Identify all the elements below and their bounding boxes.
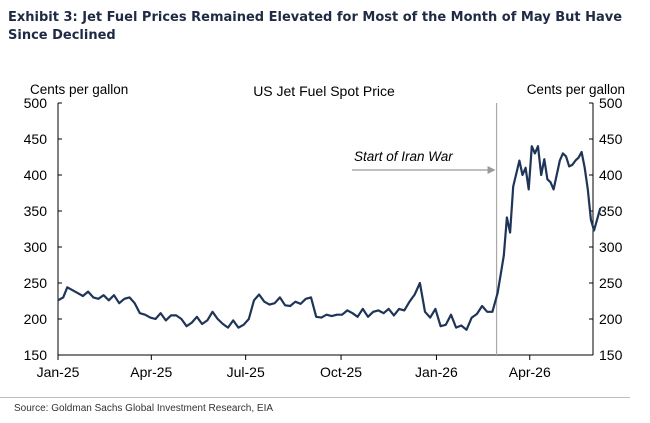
left-y-tick-label: 400 [24, 167, 48, 183]
left-y-tick-label: 200 [24, 311, 48, 327]
annotation-arrowhead [487, 166, 496, 174]
x-tick-label: Jan-25 [37, 364, 80, 380]
x-tick-label: Jul-25 [227, 364, 265, 380]
series-group [57, 145, 602, 331]
left-y-axis: 150 200 250 300 350 400 450 500 [24, 95, 62, 363]
annotation-label: Start of Iran War [354, 149, 453, 164]
right-y-tick-label: 200 [599, 311, 623, 327]
left-y-tick-label: 250 [24, 275, 48, 291]
left-y-tick-label: 450 [24, 131, 48, 147]
right-y-tick-label: 150 [599, 347, 623, 363]
source-note: Source: Goldman Sachs Global Investment … [14, 403, 274, 414]
right-y-tick-label: 350 [599, 203, 623, 219]
x-tick-label: Jan-26 [415, 364, 458, 380]
source-divider [0, 397, 630, 398]
left-axis-unit-label: Cents per gallon [30, 82, 128, 97]
x-tick-label: Apr-26 [509, 364, 551, 380]
right-y-tick-label: 400 [599, 167, 623, 183]
right-axis-unit-label: Cents per gallon [527, 82, 625, 97]
left-y-tick-label: 150 [24, 347, 48, 363]
x-axis: Jan-25 Apr-25 Jul-25 Oct-25 Jan-26 Apr-26 [37, 355, 551, 380]
right-y-axis: 150 200 250 300 350 400 450 500 [589, 95, 623, 363]
left-y-tick-label: 300 [24, 239, 48, 255]
right-y-tick-label: 500 [599, 95, 623, 111]
plot-frame [57, 103, 594, 356]
jet-fuel-price-line [57, 145, 602, 331]
x-tick-label: Oct-25 [320, 364, 362, 380]
left-y-tick-label: 500 [24, 95, 48, 111]
right-y-tick-label: 450 [599, 131, 623, 147]
right-y-tick-label: 300 [599, 239, 623, 255]
left-y-tick-label: 350 [24, 203, 48, 219]
chart-title: US Jet Fuel Spot Price [253, 83, 395, 99]
exhibit-title: Exhibit 3: Jet Fuel Prices Remained Elev… [8, 10, 623, 43]
annotation-group: Start of Iran War [352, 149, 496, 174]
x-tick-label: Apr-25 [130, 364, 172, 380]
right-y-tick-label: 250 [599, 275, 623, 291]
